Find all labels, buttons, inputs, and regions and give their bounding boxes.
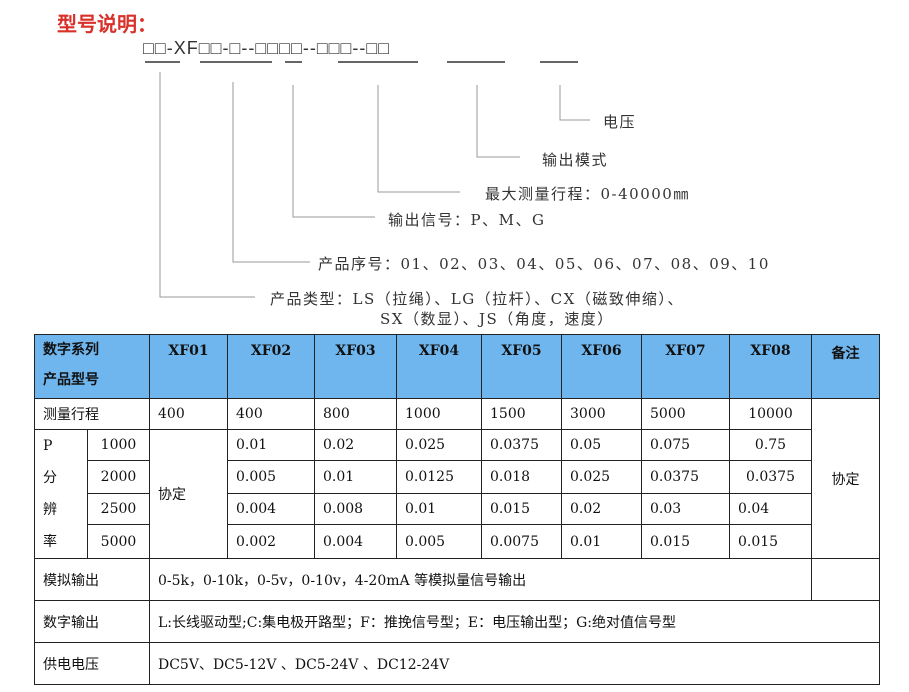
- resolution-value: 0.025: [561, 460, 642, 494]
- table-row-power: 供电电压 DC5V、DC5-12V 、DC5-24V 、DC12-24V: [34, 642, 880, 685]
- resolution-value: 0.02: [314, 428, 397, 462]
- resolution-value: 0.0375: [729, 460, 812, 494]
- ppr: 2000: [87, 460, 150, 494]
- model-code: □□-XF□□-□--□□□□--□□□--□□: [143, 38, 391, 58]
- table-row-resolution: 2000 0.005 0.01 0.0125 0.018 0.025 0.037…: [35, 460, 880, 494]
- table-row-range: 测量行程 400 400 800 1000 1500 3000 5000 100…: [34, 398, 880, 559]
- header-model: XF01: [149, 334, 228, 399]
- table-row-analog: 模拟输出 0-5k，0-10k，0-5v，0-10v，4-20mA 等模拟量信号…: [34, 558, 880, 601]
- leader-lines: [159, 72, 590, 298]
- resolution-value: 0.015: [481, 492, 562, 526]
- table-row-digital: 数字输出 L:长线驱动型;C:集电极开路型；F：推挽信号型；E：电压输出型；G:…: [34, 600, 880, 643]
- model-code-diagram: [145, 61, 590, 298]
- range-value: 400: [149, 398, 228, 430]
- header-model: XF07: [641, 334, 730, 399]
- table-header-row: 数字系列 产品型号 XF01 XF02 XF03 XF04 XF05 XF06 …: [34, 334, 880, 399]
- ppr: 1000: [87, 428, 150, 462]
- range-value: 400: [227, 398, 315, 430]
- resolution-value: 0.018: [481, 460, 562, 494]
- label-max-range: 最大测量行程：0-40000㎜: [485, 185, 690, 203]
- resolution-value: 0.008: [314, 492, 397, 526]
- xf01-resolution: 协定: [149, 429, 228, 559]
- resolution-value: 0.03: [641, 492, 730, 526]
- leader-mode: [476, 85, 520, 158]
- resolution-value: 0.01: [227, 428, 315, 462]
- resolution-value: 0.0375: [641, 460, 730, 494]
- label-output-mode: 输出模式: [542, 151, 609, 169]
- spec-table: 数字系列 产品型号 XF01 XF02 XF03 XF04 XF05 XF06 …: [34, 334, 880, 685]
- resolution-value: 0.005: [396, 524, 482, 559]
- header-model: XF06: [561, 334, 642, 399]
- resolution-value: 0.75: [729, 428, 812, 462]
- label-voltage: 电压: [603, 113, 637, 131]
- leader-range: [377, 85, 460, 193]
- power-value: DC5V、DC5-12V 、DC5-24V 、DC12-24V: [149, 642, 880, 685]
- range-value: 5000: [641, 398, 730, 430]
- digital-label: 数字输出: [34, 600, 150, 643]
- leader-signal: [292, 85, 375, 218]
- resolution-value: 0.075: [641, 428, 730, 462]
- resolution-label: P 分 辨 率: [34, 429, 88, 559]
- resolution-value: 0.025: [396, 428, 482, 462]
- header-model: XF03: [314, 334, 397, 399]
- analog-value: 0-5k，0-10k，0-5v，0-10v，4-20mA 等模拟量信号输出: [149, 558, 812, 601]
- ppr: 5000: [87, 524, 150, 559]
- resolution-value: 0.0375: [481, 428, 562, 462]
- label-product-type-cont: SX（数显）、JS（角度，速度）: [380, 310, 614, 328]
- range-value: 1000: [396, 398, 482, 430]
- range-value: 10000: [729, 398, 812, 430]
- label-output-signal: 输出信号：P、M、G: [388, 211, 546, 229]
- resolution-value: 0.015: [729, 524, 812, 559]
- range-label: 测量行程: [34, 398, 150, 430]
- resolution-value: 0.04: [729, 492, 812, 526]
- resolution-value: 0.01: [561, 524, 642, 559]
- header-model: XF02: [227, 334, 315, 399]
- range-value: 3000: [561, 398, 642, 430]
- ppr: 2500: [87, 492, 150, 526]
- analog-label: 模拟输出: [34, 558, 150, 601]
- header-series: 数字系列 产品型号: [34, 334, 150, 399]
- label-product-type: 产品类型：LS（拉绳）、LG（拉杆）、CX（磁致伸缩）、: [270, 290, 684, 308]
- table-row-resolution: 2500 0.004 0.008 0.01 0.015 0.02 0.03 0.…: [35, 492, 880, 526]
- remark-value: 协定: [811, 398, 880, 559]
- header-model: XF04: [396, 334, 482, 399]
- range-value: 800: [314, 398, 397, 430]
- header-remark: 备注: [811, 334, 880, 399]
- resolution-value: 0.05: [561, 428, 642, 462]
- resolution-value: 0.01: [396, 492, 482, 526]
- resolution-value: 0.002: [227, 524, 315, 559]
- leader-type: [159, 72, 255, 298]
- page-title: 型号说明：: [57, 12, 157, 36]
- resolution-value: 0.015: [641, 524, 730, 559]
- resolution-value: 0.004: [314, 524, 397, 559]
- resolution-value: 0.004: [227, 492, 315, 526]
- range-value: 1500: [481, 398, 562, 430]
- header-model: XF08: [729, 334, 812, 399]
- label-product-serial: 产品序号：01、02、03、04、05、06、07、08、09、10: [318, 255, 770, 273]
- leader-serial: [232, 82, 310, 263]
- resolution-value: 0.0125: [396, 460, 482, 494]
- resolution-value: 0.02: [561, 492, 642, 526]
- resolution-value: 0.01: [314, 460, 397, 494]
- header-model: XF05: [481, 334, 562, 399]
- resolution-value: 0.005: [227, 460, 315, 494]
- digital-value: L:长线驱动型;C:集电极开路型；F：推挽信号型；E：电压输出型；G:绝对值信号…: [149, 600, 880, 643]
- resolution-value: 0.0075: [481, 524, 562, 559]
- table-row-resolution: P 分 辨 率 1000 协定 0.01 0.02 0.025 0.0375 0…: [34, 428, 880, 559]
- power-label: 供电电压: [34, 642, 150, 685]
- analog-remark: [811, 558, 880, 601]
- leader-voltage: [559, 85, 590, 121]
